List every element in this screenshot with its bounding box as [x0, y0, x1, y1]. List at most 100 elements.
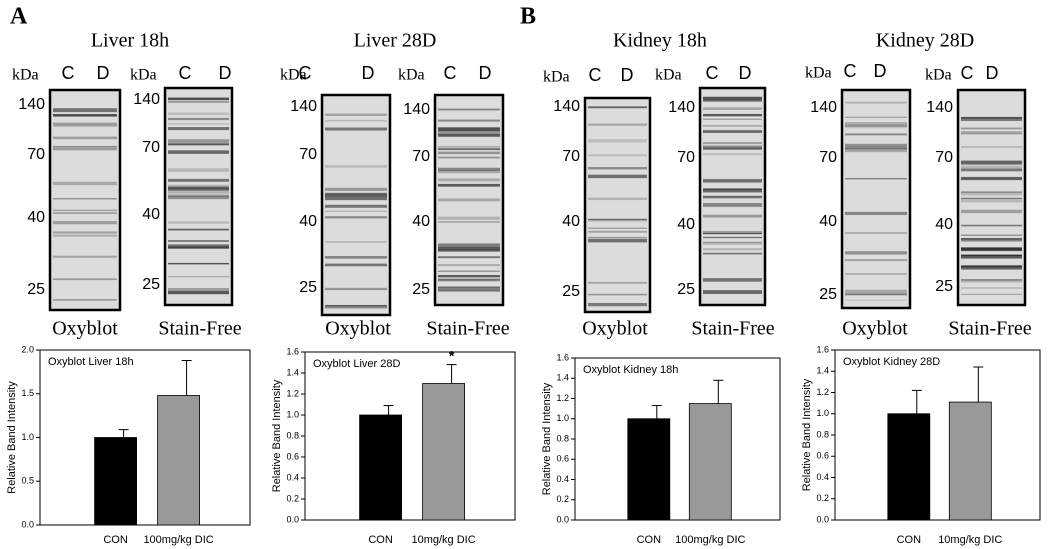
- blot-band: [438, 243, 500, 248]
- x-tick-label: CON: [368, 534, 393, 546]
- blot-band: [53, 221, 117, 225]
- lane-label: D: [874, 61, 887, 81]
- blot-bg: [700, 88, 765, 305]
- annotation: *: [449, 347, 455, 363]
- blot-band: [438, 148, 500, 151]
- x-tick-label: CON: [103, 534, 128, 546]
- blot-band: [961, 279, 1022, 281]
- blot-band: [588, 281, 647, 284]
- y-tick-label: 1.2: [816, 387, 829, 397]
- blot-band: [325, 113, 387, 116]
- y-tick-label: 0.2: [556, 494, 569, 504]
- marker-label: 25: [412, 281, 430, 298]
- blot-band: [703, 178, 762, 183]
- x-tick-label: 100mg/kg DIC: [675, 534, 745, 546]
- y-tick-label: 1.0: [21, 432, 34, 442]
- blot-band: [168, 127, 229, 131]
- blot-band: [168, 184, 229, 189]
- bar: [688, 403, 732, 521]
- blot-band: [961, 168, 1022, 172]
- y-tick-label: 1.6: [286, 346, 299, 356]
- y-tick-label: 1.4: [556, 373, 569, 383]
- marker-label: 70: [819, 149, 837, 166]
- blot-band: [168, 221, 229, 224]
- x-tick-label: 10mg/kg DIC: [938, 534, 1002, 546]
- blot-band: [588, 139, 647, 143]
- blot-band: [703, 145, 762, 150]
- marker-label: 70: [412, 148, 430, 165]
- bar: [948, 401, 992, 521]
- blot-band: [438, 249, 500, 252]
- blot-band: [168, 190, 229, 194]
- blot-band: [168, 187, 229, 191]
- blot-band: [438, 198, 500, 202]
- blot-band: [703, 188, 762, 190]
- blot-caption: Oxyblot: [325, 318, 391, 340]
- y-tick-label: 1.6: [816, 344, 829, 354]
- blot-band: [845, 289, 907, 294]
- blot-band: [53, 136, 117, 140]
- unit-label: kDa: [130, 67, 157, 84]
- blot-band: [845, 124, 907, 127]
- blot-band: [438, 178, 500, 182]
- blot-band: [438, 119, 500, 122]
- blot-band: [53, 198, 117, 200]
- plot-frame: [39, 349, 251, 526]
- blot-band: [438, 221, 500, 223]
- blot-band: [588, 106, 647, 109]
- marker-label: 25: [142, 276, 160, 293]
- blot-band: [961, 117, 1022, 122]
- blot-band: [845, 133, 907, 136]
- blot-band: [588, 218, 647, 222]
- group-title: Kidney 18h: [613, 30, 707, 52]
- y-tick-label: 0.2: [286, 493, 299, 503]
- blot-band: [961, 293, 1022, 295]
- blot-band: [845, 122, 907, 125]
- blot-band: [168, 150, 229, 154]
- blot-band: [168, 143, 229, 145]
- marker-label: 40: [299, 213, 317, 230]
- blot-band: [845, 146, 907, 150]
- blot-band: [438, 119, 500, 122]
- blot-band: [53, 147, 117, 151]
- blot-band: [53, 114, 117, 116]
- y-tick-label: 1.2: [556, 393, 569, 403]
- unit-label: kDa: [543, 69, 570, 86]
- blot-band: [845, 101, 907, 104]
- blot-frame: [956, 88, 1027, 307]
- chart-title: Oxyblot Kidney 28D: [843, 356, 940, 368]
- y-tick-label: 0.4: [286, 472, 299, 482]
- blot-band: [845, 299, 907, 301]
- blot-band: [588, 106, 647, 109]
- marker-label: 25: [299, 279, 317, 296]
- blot-band: [703, 236, 762, 239]
- blot-band: [438, 247, 500, 250]
- blot-band: [588, 293, 647, 296]
- blot-band: [588, 167, 647, 169]
- blot-caption: Stain-Free: [426, 318, 509, 340]
- y-tick-label: 1.0: [286, 409, 299, 419]
- blot-band: [961, 191, 1022, 194]
- x-tick-label: CON: [897, 534, 922, 546]
- blot-band: [438, 108, 500, 111]
- blot-band: [168, 276, 229, 278]
- blot-band: [961, 234, 1022, 236]
- unit-label: kDa: [925, 67, 952, 84]
- y-tick-label: 0.8: [816, 429, 829, 439]
- lane-label: D: [739, 63, 752, 83]
- blot-band: [703, 241, 762, 243]
- lane-label: D: [97, 63, 110, 83]
- blot-band: [53, 212, 117, 214]
- blot-band: [53, 299, 117, 301]
- blot-band: [168, 178, 229, 182]
- chart-title: Oxyblot Kidney 18h: [583, 364, 678, 376]
- blot-band: [168, 195, 229, 198]
- lane-label: C: [179, 63, 192, 83]
- blot-band: [325, 263, 387, 267]
- blot-band: [438, 277, 500, 280]
- blot-band: [168, 194, 229, 197]
- blot-band: [961, 165, 1022, 169]
- blot-band: [325, 165, 387, 168]
- blot-band: [438, 127, 500, 131]
